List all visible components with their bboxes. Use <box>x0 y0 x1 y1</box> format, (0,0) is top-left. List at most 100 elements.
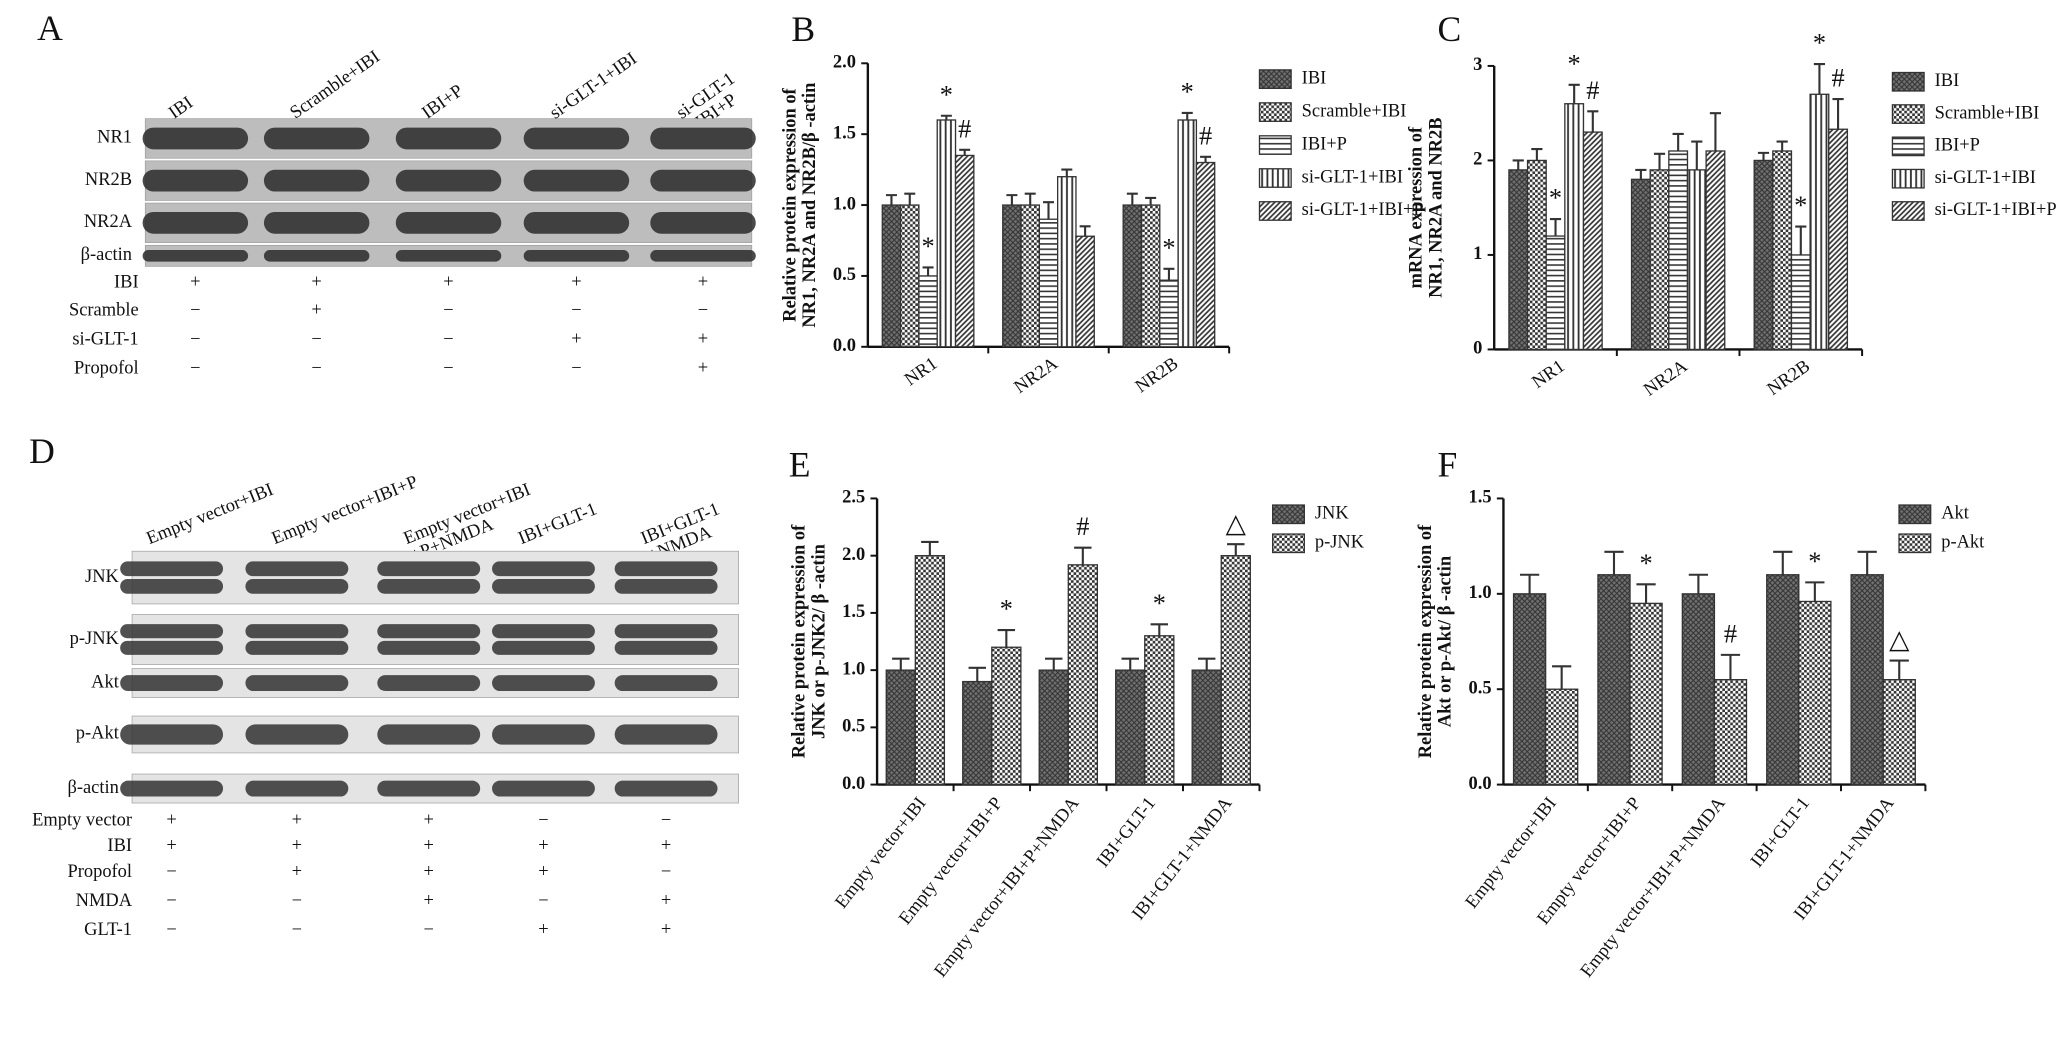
lane-label-line: si-GLT-1+IBI <box>546 48 640 122</box>
error-bar <box>1805 581 1825 602</box>
bar <box>1038 218 1059 348</box>
error-bar <box>1832 97 1844 130</box>
bar <box>1649 169 1670 351</box>
error-bar <box>1720 653 1741 680</box>
bar <box>1191 669 1222 786</box>
error-bar <box>1857 550 1877 575</box>
bar <box>1564 103 1585 351</box>
legend-label: si-GLT-1+IBI <box>1302 166 1403 186</box>
error-bar <box>1604 550 1624 575</box>
legend-swatch <box>1258 69 1292 90</box>
error-bar <box>1688 573 1709 594</box>
treatment-sign: − <box>190 357 200 377</box>
blot-band <box>395 250 502 262</box>
x-tick-label: NR2B <box>1763 356 1813 399</box>
treatment-sign: + <box>661 835 671 855</box>
blot-band <box>614 724 718 745</box>
y-axis-label-line: JNK or p-JNK2/ β -actin <box>809 544 829 739</box>
blot-band <box>245 724 349 745</box>
bar <box>1526 159 1547 351</box>
blot-band <box>120 640 224 655</box>
error-bar <box>892 657 910 671</box>
treatment-sign: + <box>538 861 548 881</box>
significance-mark: * <box>1181 77 1194 106</box>
bar <box>1828 128 1849 351</box>
row-label: β-actin <box>67 777 118 797</box>
treatment-sign: − <box>292 890 302 910</box>
bar <box>1159 279 1179 348</box>
bar <box>1508 169 1529 351</box>
treatment-sign: + <box>538 919 548 939</box>
treatment-sign: − <box>571 357 581 377</box>
blot-band <box>614 578 718 594</box>
blot-band <box>245 561 349 577</box>
treatment-sign: + <box>571 328 581 348</box>
blot-band <box>377 624 481 639</box>
bar <box>1512 593 1547 786</box>
blot-band <box>492 675 595 692</box>
error-bar <box>1024 192 1036 206</box>
error-bar <box>968 666 986 682</box>
blot-band <box>245 578 349 594</box>
treatment-label: si-GLT-1 <box>72 328 138 348</box>
y-axis-label-line: NR1, NR2A and NR2B/β -actin <box>799 83 819 328</box>
blot-band <box>245 675 349 692</box>
row-label: JNK <box>85 566 120 586</box>
error-bar <box>1776 140 1788 151</box>
treatment-sign: + <box>698 328 708 348</box>
bar <box>1790 254 1811 351</box>
bar <box>1668 150 1689 351</box>
blot-band <box>614 640 718 655</box>
y-tick-label: 0.0 <box>842 773 865 793</box>
treatment-sign: − <box>661 861 671 881</box>
error-bar <box>1079 225 1091 237</box>
blot-band <box>523 169 630 192</box>
treatment-sign: − <box>424 919 434 939</box>
treatment-sign: − <box>190 328 200 348</box>
blot-band <box>650 250 756 262</box>
treatment-sign: + <box>443 272 453 292</box>
treatment-sign: + <box>292 861 302 881</box>
error-bar <box>1672 132 1684 151</box>
error-bar <box>1045 657 1063 671</box>
legend-swatch <box>1272 533 1305 554</box>
blot-band <box>395 169 502 192</box>
treatment-sign: − <box>166 919 176 939</box>
y-axis-label-line: mRNA expression of <box>1406 126 1426 288</box>
y-tick-label: 1.0 <box>842 658 865 678</box>
y-tick-label: 2 <box>1473 149 1482 169</box>
bar <box>1772 150 1793 351</box>
bar <box>1850 574 1884 786</box>
bar <box>1809 93 1830 351</box>
blot-band <box>492 780 595 797</box>
treatment-sign: + <box>292 835 302 855</box>
lane-label: IBI+P <box>418 80 467 122</box>
error-bar <box>1709 112 1722 151</box>
y-axis-label: Relative protein expression ofJNK or p-J… <box>789 524 829 758</box>
y-axis-label-line: NR1, NR2A and NR2B <box>1426 117 1446 297</box>
treatment-label: Propofol <box>67 861 132 881</box>
significance-mark: # <box>958 114 971 143</box>
blot-band <box>377 561 481 577</box>
significance-mark: * <box>1813 29 1826 58</box>
treatment-sign: − <box>571 299 581 319</box>
blot-band <box>142 127 249 150</box>
bar <box>1882 679 1916 786</box>
lane-label: Empty vector+IBI <box>143 479 276 548</box>
panel-letter: B <box>791 9 815 49</box>
x-tick-label: NR2B <box>1131 353 1181 396</box>
bar <box>1766 574 1800 786</box>
treatment-sign: + <box>311 299 321 319</box>
panel-letter: F <box>1438 444 1458 484</box>
blot-band <box>263 211 370 234</box>
treatment-sign: + <box>424 835 434 855</box>
legend-label: IBI <box>1935 70 1960 90</box>
blot-band <box>650 211 756 234</box>
legend-swatch <box>1891 201 1925 221</box>
error-bar <box>1227 543 1245 556</box>
error-bar <box>1163 267 1175 281</box>
x-tick-label: IBI+GLT-1 <box>1746 793 1813 871</box>
blot-band <box>492 578 595 594</box>
treatment-sign: − <box>311 328 321 348</box>
